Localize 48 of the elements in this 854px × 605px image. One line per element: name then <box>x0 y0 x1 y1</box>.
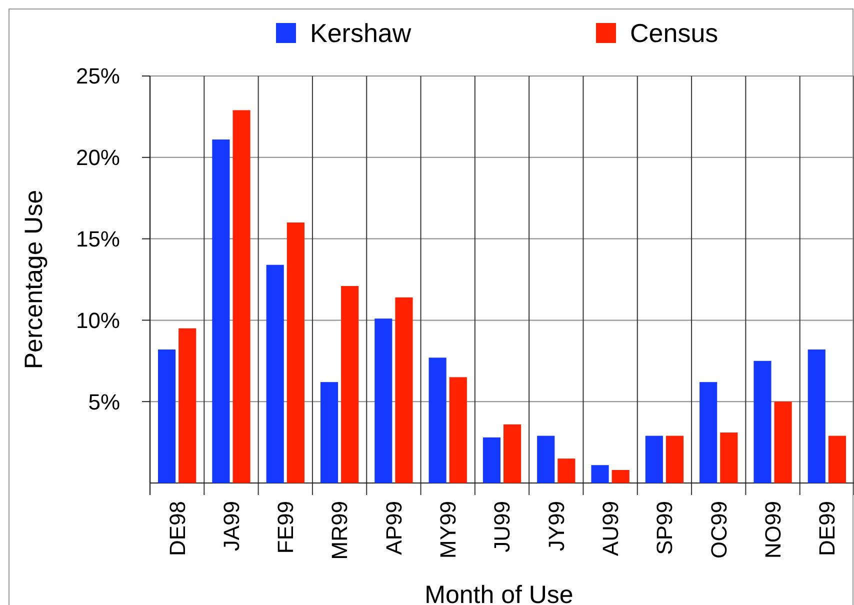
bar <box>828 436 846 483</box>
bar <box>666 436 684 483</box>
y-tick-label: 5% <box>88 389 120 414</box>
y-tick-label: 15% <box>76 226 120 252</box>
bar <box>320 382 338 483</box>
bar <box>774 402 792 483</box>
bar <box>158 350 176 483</box>
legend-label: Census <box>630 18 718 48</box>
bar <box>395 297 413 483</box>
bar <box>558 458 576 483</box>
x-tick-label: FE99 <box>273 501 298 554</box>
bar <box>591 465 609 483</box>
x-tick-label: MR99 <box>327 501 352 560</box>
y-tick-label: 20% <box>76 145 120 170</box>
bar <box>232 110 250 483</box>
bar <box>612 470 630 483</box>
bar <box>266 264 284 483</box>
x-tick-label: SP99 <box>652 501 678 555</box>
bar <box>212 139 230 483</box>
x-tick-label: DE98 <box>164 501 190 556</box>
x-tick-label: AU99 <box>598 501 624 556</box>
x-tick-label: AP99 <box>381 501 406 555</box>
x-axis-title: Month of Use <box>424 581 574 605</box>
y-tick-label: 25% <box>76 64 120 89</box>
bar <box>537 436 555 483</box>
bar <box>754 360 772 483</box>
y-tick-label: 10% <box>76 308 120 333</box>
bar <box>428 358 446 483</box>
bar <box>341 286 359 483</box>
x-tick-label: OC99 <box>706 501 732 558</box>
bar <box>504 424 522 483</box>
x-tick-label: MY99 <box>436 501 461 558</box>
bar <box>449 377 467 483</box>
legend-label: Kershaw <box>310 18 412 48</box>
x-tick-label: JU99 <box>490 501 515 552</box>
x-tick-label: JA99 <box>218 501 244 552</box>
x-tick-label: NO99 <box>760 501 786 558</box>
bar <box>374 318 392 483</box>
x-tick-label: JY99 <box>544 501 569 552</box>
y-axis-title: Percentage Use <box>20 190 48 370</box>
bar <box>286 222 304 483</box>
bar <box>482 437 500 483</box>
bar <box>808 350 826 483</box>
x-tick-label: DE99 <box>814 501 840 556</box>
bar <box>700 382 718 483</box>
bar <box>720 432 738 483</box>
bar <box>645 436 663 483</box>
bar <box>178 328 196 483</box>
